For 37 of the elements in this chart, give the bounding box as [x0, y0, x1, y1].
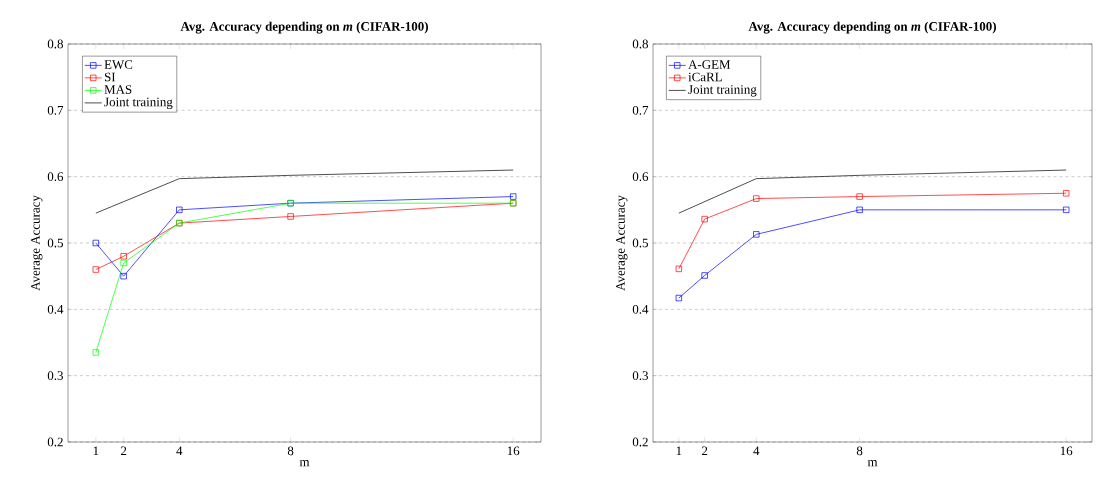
y-tick-label: 0.8	[47, 39, 63, 49]
x-tick-label: 8	[287, 446, 294, 456]
legend-label: iCaRL	[688, 72, 722, 82]
legend-label: EWC	[104, 60, 133, 69]
y-tick-label: 0.3	[47, 371, 63, 381]
x-tick-label: 16	[1060, 446, 1073, 456]
legend-label: Joint training	[104, 97, 173, 110]
x-axis-title: m	[867, 460, 878, 467]
x-axis-title: m	[299, 460, 310, 467]
x-tick-label: 8	[856, 446, 863, 456]
y-axis-title: Average Accuracy	[616, 195, 628, 291]
y-tick-label: 0.7	[632, 105, 649, 115]
y-tick-label: 0.5	[632, 238, 648, 248]
legend-label: SI	[104, 72, 116, 82]
legend-label: MAS	[104, 85, 132, 94]
y-tick-label: 0.8	[632, 39, 648, 49]
legend-label: A-GEM	[688, 60, 731, 69]
y-tick-label: 0.6	[632, 172, 649, 182]
x-tick-label: 2	[701, 446, 708, 456]
y-tick-label: 0.5	[47, 238, 63, 248]
y-tick-label: 0.4	[47, 304, 64, 314]
y-axis-title: Average Accuracy	[31, 195, 43, 291]
y-tick-label: 0.2	[47, 437, 63, 447]
y-tick-label: 0.2	[632, 437, 648, 447]
x-tick-label: 2	[120, 446, 127, 456]
x-tick-label: 1	[676, 446, 682, 456]
chart-title: Avg. Accuracy depending on m (CIFAR-100)	[748, 21, 996, 34]
y-tick-label: 0.4	[632, 304, 649, 314]
legend-label: Joint training	[688, 85, 757, 97]
x-tick-label: 4	[176, 446, 183, 456]
x-tick-label: 4	[753, 446, 760, 456]
x-tick-label: 1	[93, 446, 99, 456]
y-tick-label: 0.6	[47, 172, 64, 182]
chart-title: Avg. Accuracy depending on m (CIFAR-100)	[180, 21, 428, 34]
x-tick-label: 16	[507, 446, 520, 456]
y-tick-label: 0.3	[632, 371, 648, 381]
y-tick-label: 0.7	[47, 105, 64, 115]
